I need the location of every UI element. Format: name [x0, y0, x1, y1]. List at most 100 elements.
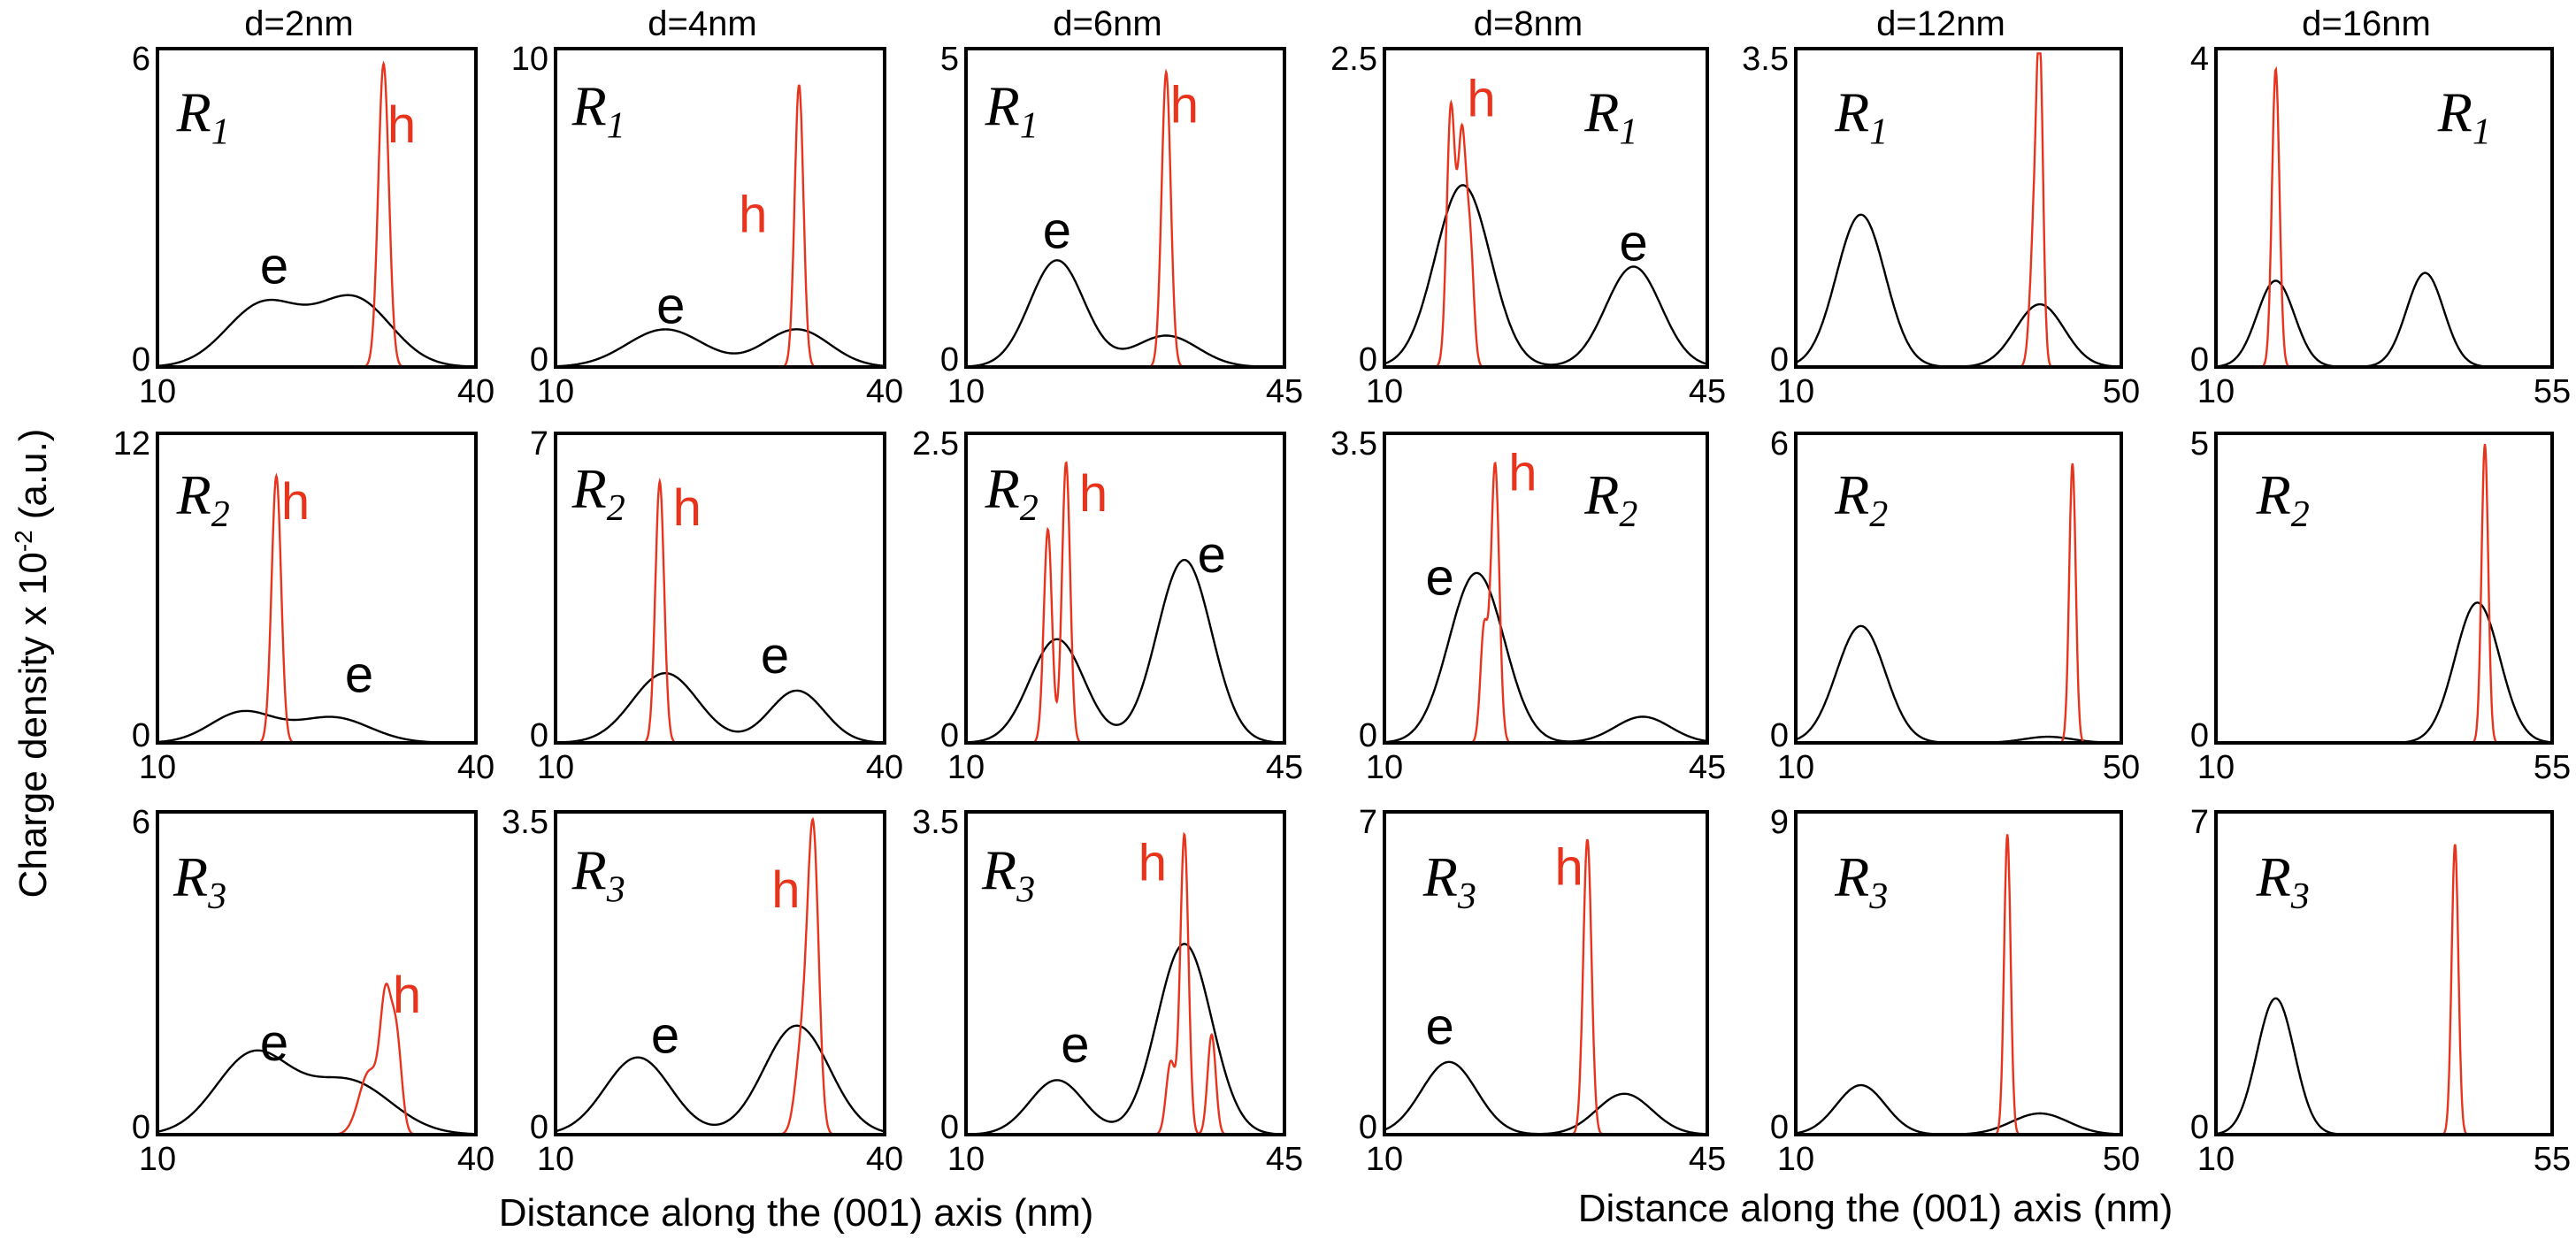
x-tick-min: 10 [1366, 373, 1403, 410]
x-tick-max: 40 [866, 1141, 903, 1178]
x-tick-max: 40 [866, 373, 903, 410]
electron-density-curve [555, 1024, 886, 1133]
y-tick-min: 0 [530, 1109, 548, 1146]
y-tick-min: 0 [1359, 717, 1377, 754]
region-label-index: 2 [607, 488, 625, 529]
y-tick-max: 7 [1359, 804, 1377, 841]
x-tick-min: 10 [139, 373, 176, 410]
electron-label: e [1619, 214, 1647, 272]
region-label-index: 3 [1457, 876, 1476, 917]
region-label-index: 1 [1869, 112, 1888, 153]
region-label-letter: R [1834, 845, 1869, 908]
y-tick-max: 7 [2190, 804, 2209, 841]
region-label-index: 1 [1020, 105, 1039, 146]
y-tick-min: 0 [940, 1109, 959, 1146]
region-label-letter: R [1422, 845, 1458, 908]
electron-density-curve [2215, 997, 2552, 1136]
region-label-letter: R [2256, 845, 2291, 908]
panel-frame [156, 47, 478, 369]
electron-label: e [260, 1014, 288, 1072]
hole-density-curve [556, 477, 885, 745]
y-tick-min: 0 [1359, 1109, 1377, 1146]
y-axis-label-unit: (a.u.) [12, 429, 55, 520]
column-title: d=16nm [2302, 4, 2431, 43]
region-label: R3 [1422, 845, 1476, 917]
y-tick-max: 3.5 [1742, 41, 1789, 78]
x-tick-min: 10 [537, 1141, 574, 1178]
hole-label: h [739, 187, 767, 244]
x-tick-min: 10 [1366, 1141, 1403, 1178]
electron-label: e [1425, 998, 1453, 1055]
panel: 0 4 10 55 R1 [2190, 41, 2571, 410]
y-tick-max: 3.5 [502, 804, 548, 841]
electron-density-curve [157, 709, 476, 745]
y-tick-min: 0 [1770, 341, 1789, 379]
x-tick-min: 10 [1366, 749, 1403, 786]
region-label-index: 2 [1020, 488, 1039, 529]
x-tick-min: 10 [947, 373, 985, 410]
y-tick-min: 0 [530, 341, 548, 379]
panel-frame [554, 47, 886, 369]
x-tick-max: 55 [2534, 373, 2571, 410]
region-label: R1 [1583, 81, 1637, 153]
y-tick-max: 6 [1770, 425, 1789, 463]
electron-density-curve [157, 1049, 476, 1136]
x-axis-label-right: Distance along the (001) axis (nm) [1578, 1187, 2174, 1230]
region-label: R1 [985, 74, 1039, 146]
y-tick-max: 3.5 [912, 804, 959, 841]
hole-label: h [1508, 444, 1537, 501]
region-label-letter: R [1834, 81, 1869, 144]
region-label-index: 2 [211, 494, 230, 535]
region-label-index: 2 [1869, 494, 1888, 535]
panel-frame [1794, 432, 2123, 745]
x-tick-max: 40 [866, 749, 903, 786]
electron-label: e [260, 237, 288, 294]
region-label: R3 [172, 845, 226, 917]
panel-frame [156, 810, 478, 1136]
column-title: d=6nm [1053, 4, 1162, 43]
hole-label: h [281, 473, 310, 531]
panel: 0 6 10 50 R2 [1770, 425, 2140, 786]
x-tick-max: 55 [2534, 749, 2571, 786]
y-tick-min: 0 [2190, 1109, 2209, 1146]
panel: 0 3.5 10 50 R1 [1742, 41, 2140, 410]
electron-density-curve [157, 294, 477, 368]
hole-label: h [1554, 839, 1583, 897]
panel: 0 2.5 10 45 R1 e h [1330, 41, 1726, 410]
region-label-letter: R [981, 839, 1016, 902]
y-tick-max: 6 [132, 804, 150, 841]
x-tick-min: 10 [947, 749, 985, 786]
region-label-letter: R [172, 845, 208, 908]
region-label-index: 1 [607, 105, 625, 146]
region-label: R3 [1834, 845, 1888, 917]
x-tick-min: 10 [139, 1141, 176, 1178]
electron-density-curve [1795, 213, 2121, 368]
y-tick-min: 0 [530, 717, 548, 754]
panel: 0 3.5 10 45 R2 eh [1330, 425, 1726, 786]
x-tick-max: 45 [1689, 1141, 1726, 1178]
electron-density-curve [966, 559, 1285, 744]
y-tick-max: 3.5 [1330, 425, 1377, 463]
x-tick-min: 10 [139, 749, 176, 786]
panel-frame [1794, 810, 2123, 1136]
panel: 0 6 10 40 R3 e h [132, 804, 494, 1178]
panel-frame [2214, 47, 2554, 369]
electron-density-curve [966, 259, 1284, 369]
panel: 0 3.5 10 45 R3 e h [912, 804, 1303, 1178]
hole-density-curve [1384, 99, 1707, 369]
region-label-index: 3 [1016, 870, 1035, 911]
region-label: R2 [1834, 463, 1888, 535]
x-tick-min: 10 [2197, 1141, 2235, 1178]
y-tick-min: 0 [940, 717, 959, 754]
x-tick-max: 40 [457, 1141, 494, 1178]
y-tick-max: 2.5 [912, 425, 959, 463]
x-tick-min: 10 [947, 1141, 985, 1178]
y-tick-max: 2.5 [1330, 41, 1377, 78]
x-tick-min: 10 [537, 749, 574, 786]
region-label: R1 [1834, 81, 1888, 153]
hole-label: h [673, 479, 702, 537]
column-title: d=4nm [648, 4, 756, 43]
region-label-letter: R [1583, 81, 1619, 144]
